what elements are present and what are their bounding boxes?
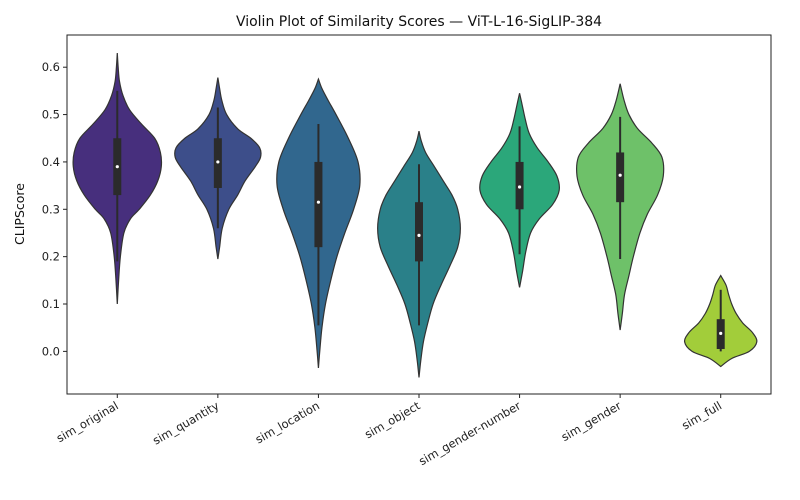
- x-tick-label-sim_gender-number: sim_gender-number: [416, 398, 523, 468]
- x-tick-label-sim_gender: sim_gender: [559, 398, 624, 444]
- y-tick-label: 0.4: [42, 155, 60, 169]
- y-tick-label: 0.5: [42, 108, 60, 122]
- violin-sim_quantity: [174, 77, 262, 260]
- iqr-box: [616, 152, 625, 203]
- median-marker: [417, 233, 421, 237]
- x-tick-label-sim_original: sim_original: [54, 398, 121, 445]
- violin-sim_full: [683, 274, 758, 368]
- median-marker: [316, 200, 321, 204]
- iqr-box: [314, 161, 323, 248]
- chart-title: Violin Plot of Similarity Scores — ViT-L…: [236, 14, 602, 30]
- median-marker: [517, 185, 522, 189]
- plot-area: [72, 52, 758, 378]
- violin-sim_gender: [576, 83, 665, 331]
- x-tick-label-sim_object: sim_object: [362, 398, 423, 441]
- median-marker: [216, 160, 220, 164]
- violin-sim_location: [276, 77, 361, 368]
- median-marker: [719, 331, 723, 335]
- iqr-box: [415, 202, 423, 262]
- y-axis-label: CLIPScore: [12, 183, 27, 245]
- median-marker: [115, 165, 119, 169]
- y-tick-label: 0.0: [42, 344, 60, 358]
- x-tick-label-sim_location: sim_location: [253, 398, 322, 446]
- y-tick-label: 0.2: [42, 250, 60, 264]
- y-axis: 0.0 0.1 0.2 0.3 0.4 0.5 0.6: [42, 60, 67, 358]
- plot-frame: [66, 34, 772, 395]
- y-tick-label: 0.3: [42, 202, 60, 216]
- y-tick-label: 0.1: [42, 297, 60, 311]
- x-tick-label-sim_quantity: sim_quantity: [150, 398, 221, 447]
- x-tick-label-sim_full: sim_full: [679, 398, 724, 432]
- median-marker: [618, 173, 622, 177]
- y-tick-label: 0.6: [42, 60, 60, 74]
- violin-sim_object: [377, 131, 461, 378]
- violin-sim_original: [72, 52, 163, 305]
- x-axis: sim_original sim_quantity sim_location sim_…: [54, 394, 724, 468]
- violin-sim_gender-number: [479, 93, 560, 288]
